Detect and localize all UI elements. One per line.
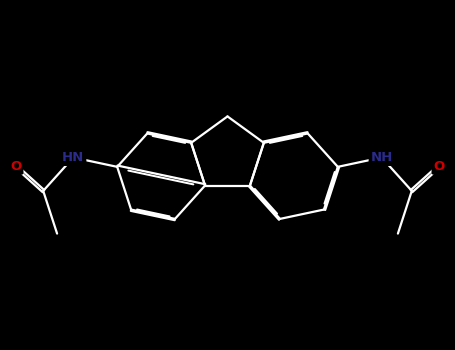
Text: NH: NH: [371, 151, 393, 164]
Text: O: O: [434, 160, 445, 173]
Text: HN: HN: [62, 151, 84, 164]
Text: O: O: [10, 160, 21, 173]
